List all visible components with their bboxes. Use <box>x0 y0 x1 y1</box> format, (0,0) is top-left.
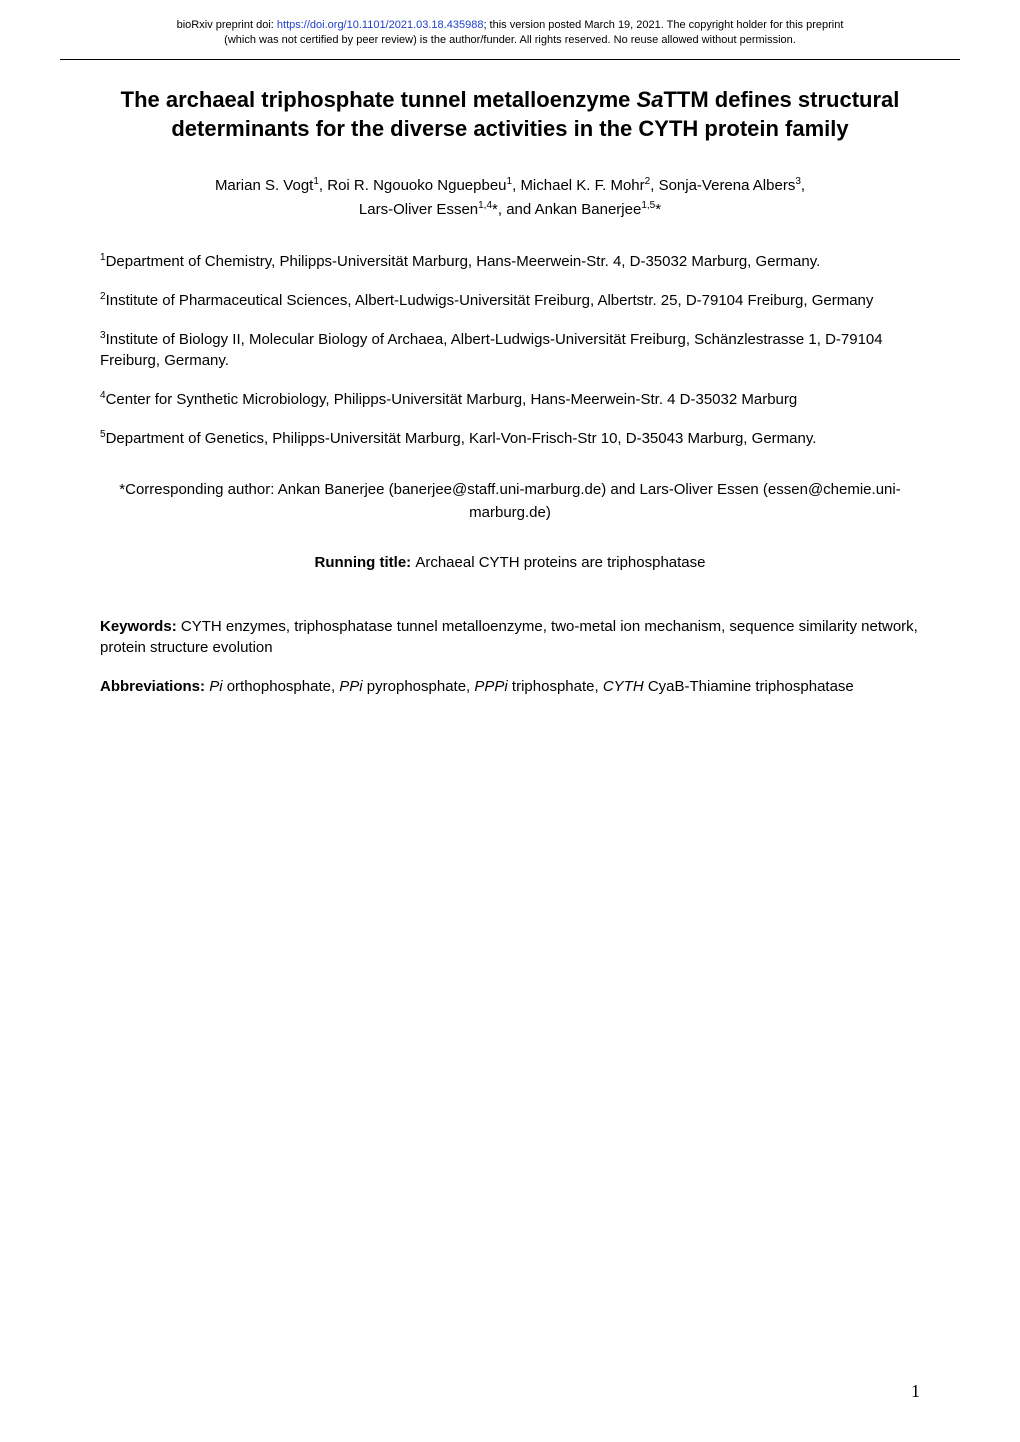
keywords-text: CYTH enzymes, triphosphatase tunnel meta… <box>100 618 918 656</box>
abbr-i4: CYTH <box>603 678 644 695</box>
running-title-label: Running title: <box>315 554 416 571</box>
affiliation-4: 4Center for Synthetic Microbiology, Phil… <box>100 389 920 410</box>
authors-list: Marian S. Vogt1, Roi R. Ngouoko Nguepbeu… <box>100 174 920 221</box>
keywords-label: Keywords: <box>100 618 181 635</box>
keywords-section: Keywords: CYTH enzymes, triphosphatase t… <box>100 616 920 658</box>
abbr-i1: Pi <box>209 678 222 695</box>
author-5-sup: 1,4 <box>478 200 492 211</box>
title-part1: The archaeal triphosphate tunnel metallo… <box>121 87 637 112</box>
affiliation-4-text: Center for Synthetic Microbiology, Phili… <box>106 391 798 408</box>
abbr-i3: PPPi <box>474 678 507 695</box>
running-title: Running title: Archaeal CYTH proteins ar… <box>100 554 920 571</box>
author-1-sup: 1 <box>313 176 319 187</box>
page-wrapper: bioRxiv preprint doi: https://doi.org/10… <box>0 0 1020 1442</box>
affiliation-3-text: Institute of Biology II, Molecular Biolo… <box>100 331 883 369</box>
author-2: Roi R. Ngouoko Nguepbeu <box>327 177 506 194</box>
author-6: Ankan Banerjee <box>535 201 642 218</box>
corresponding-author: *Corresponding author: Ankan Banerjee (b… <box>100 479 920 524</box>
author-6-star: * <box>655 201 661 218</box>
running-title-text: Archaeal CYTH proteins are triphosphatas… <box>415 554 705 571</box>
author-4: Sonja-Verena Albers <box>659 177 796 194</box>
author-1: Marian S. Vogt <box>215 177 313 194</box>
doi-link[interactable]: https://doi.org/10.1101/2021.03.18.43598… <box>277 19 484 31</box>
affiliation-2: 2Institute of Pharmaceutical Sciences, A… <box>100 290 920 311</box>
author-5: Lars-Oliver Essen <box>359 201 478 218</box>
author-4-sup: 3 <box>795 176 801 187</box>
preprint-header: bioRxiv preprint doi: https://doi.org/10… <box>0 0 1020 59</box>
author-2-sup: 1 <box>507 176 513 187</box>
corresponding-text: *Corresponding author: Ankan Banerjee (b… <box>119 481 900 521</box>
preprint-line2: (which was not certified by peer review)… <box>224 34 796 46</box>
author-6-sup: 1,5 <box>641 200 655 211</box>
affiliation-5-text: Department of Genetics, Philipps-Univers… <box>106 430 817 447</box>
paper-title: The archaeal triphosphate tunnel metallo… <box>100 85 920 144</box>
abbr-t1: orthophosphate, <box>223 678 340 695</box>
abbreviations-section: Abbreviations: Pi orthophosphate, PPi py… <box>100 676 920 697</box>
abbr-t3: triphosphate, <box>508 678 603 695</box>
affiliation-3: 3Institute of Biology II, Molecular Biol… <box>100 329 920 371</box>
affiliation-1-text: Department of Chemistry, Philipps-Univer… <box>106 253 821 270</box>
author-3: Michael K. F. Mohr <box>520 177 644 194</box>
affiliation-1: 1Department of Chemistry, Philipps-Unive… <box>100 251 920 272</box>
authors-and: , and <box>498 201 535 218</box>
preprint-line1-prefix: bioRxiv preprint doi: <box>177 19 277 31</box>
content-area: The archaeal triphosphate tunnel metallo… <box>0 85 1020 697</box>
abbr-t2: pyrophosphate, <box>363 678 475 695</box>
affiliation-2-text: Institute of Pharmaceutical Sciences, Al… <box>106 292 874 309</box>
preprint-line1-suffix: ; this version posted March 19, 2021. Th… <box>483 19 843 31</box>
page-number: 1 <box>911 1381 920 1402</box>
abbreviations-label: Abbreviations: <box>100 678 209 695</box>
author-3-sup: 2 <box>645 176 651 187</box>
abbr-i2: PPi <box>339 678 362 695</box>
affiliation-5: 5Department of Genetics, Philipps-Univer… <box>100 428 920 449</box>
preprint-divider <box>60 59 960 60</box>
title-italic: Sa <box>637 87 664 112</box>
abbr-t4: CyaB-Thiamine triphosphatase <box>644 678 854 695</box>
